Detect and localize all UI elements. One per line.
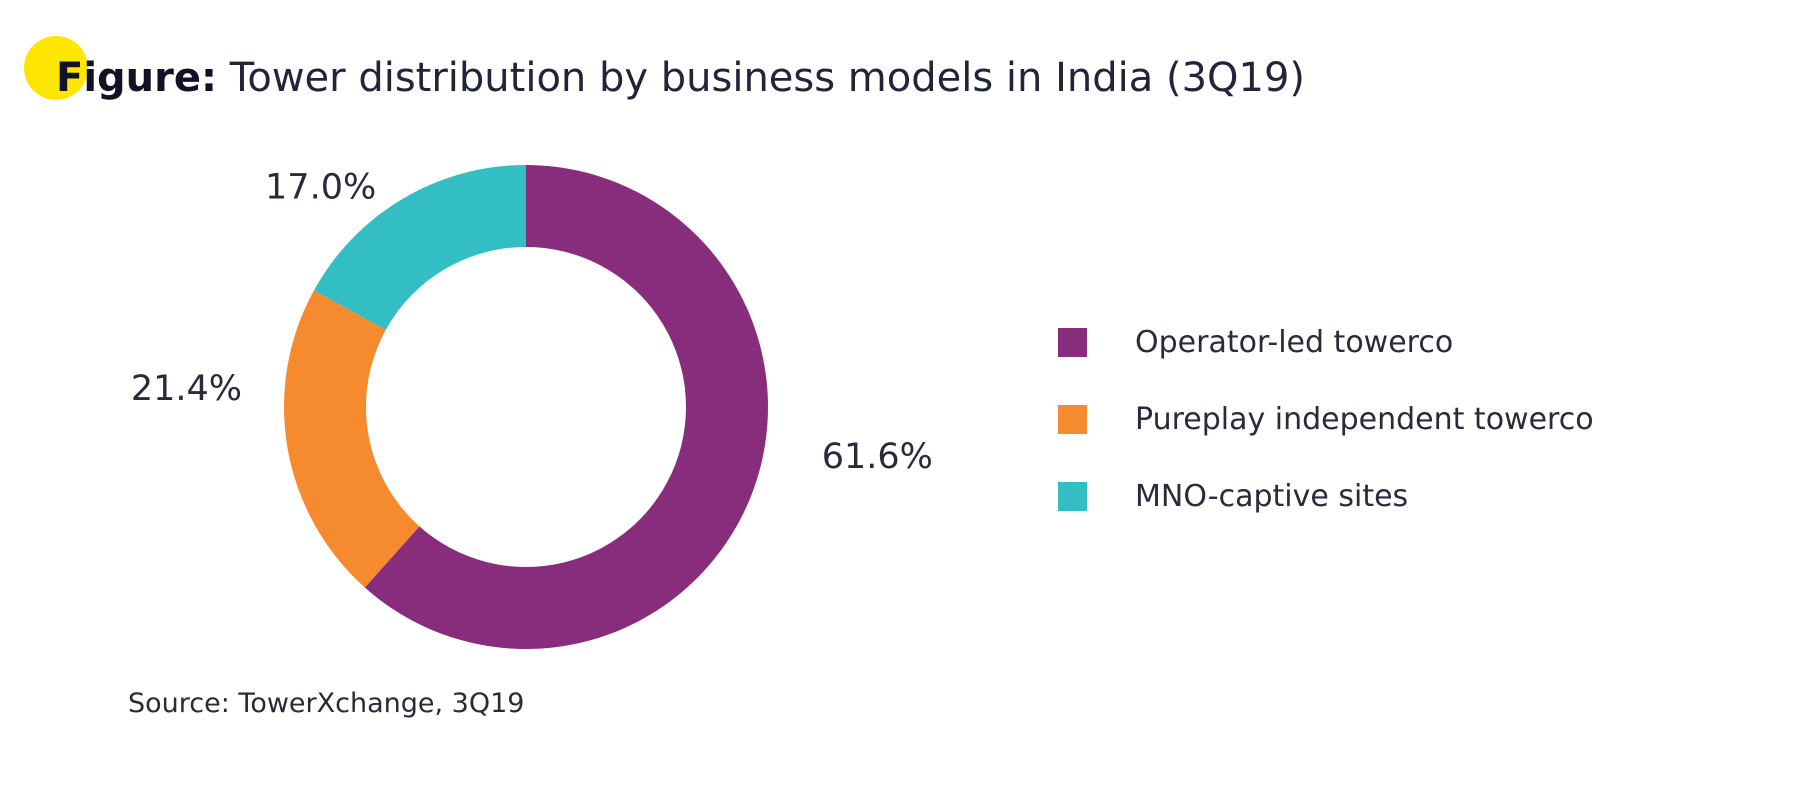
title-accent-dot	[24, 36, 88, 100]
chart-legend: Operator-led towerco Pureplay independent…	[1058, 304, 1594, 535]
donut-slice-mno-captive-sites	[313, 165, 526, 330]
figure-title-text: Tower distribution by business models in…	[229, 55, 1306, 101]
figure-title: Figure: Tower distribution by business m…	[56, 48, 1305, 108]
data-label-pureplay-independent-towerco: 21.4%	[131, 369, 242, 409]
legend-item-operator-led-towerco: Operator-led towerco	[1058, 304, 1594, 381]
legend-swatch	[1058, 328, 1087, 357]
legend-label: MNO-captive sites	[1135, 479, 1409, 514]
legend-item-pureplay-independent-towerco: Pureplay independent towerco	[1058, 381, 1594, 458]
data-label-mno-captive-sites: 17.0%	[265, 167, 376, 207]
source-note: Source: TowerXchange, 3Q19	[128, 688, 525, 719]
donut-slice-pureplay-independent-towerco	[283, 290, 420, 588]
legend-label: Operator-led towerco	[1135, 325, 1454, 360]
legend-swatch	[1058, 405, 1087, 434]
legend-label: Pureplay independent towerco	[1135, 402, 1594, 437]
data-label-operator-led-towerco: 61.6%	[822, 437, 933, 477]
figure-title-lead: Figure:	[56, 55, 217, 101]
donut-slice-operator-led-towerco	[364, 165, 769, 649]
legend-item-mno-captive-sites: MNO-captive sites	[1058, 458, 1594, 535]
legend-swatch	[1058, 482, 1087, 511]
